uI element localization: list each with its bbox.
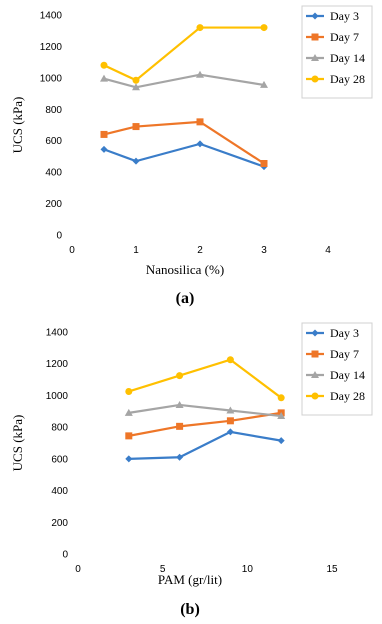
data-point [226, 406, 235, 414]
series-day-14 [100, 70, 268, 91]
x-tick-label: 10 [242, 564, 254, 575]
y-tick-label: 400 [45, 168, 62, 179]
x-tick-label: 3 [261, 245, 267, 256]
series-line [103, 142, 265, 168]
data-point [196, 118, 204, 126]
y-tick-label: 0 [56, 231, 62, 242]
chart-b: 0 200 400 600 800 1000 1200 1400 0 5 10 15 PAM (gr/l… [10, 322, 373, 618]
x-tick-label: 1 [133, 245, 139, 256]
legend-marker [311, 54, 319, 61]
chart-a: 0 200 400 600 800 1000 1200 1400 0 1 2 3 4 Nanosilica… [10, 5, 373, 307]
x-tick-label: 0 [75, 564, 81, 575]
data-point [125, 455, 133, 463]
data-point [260, 24, 268, 32]
legend-label: Day 14 [330, 368, 365, 382]
series-line [128, 430, 282, 460]
data-point [176, 422, 184, 430]
y-axis-label: UCS (kPa) [10, 415, 25, 472]
legend: Day 3 Day 7 Day 14 Day 28 [301, 5, 373, 99]
legend-marker [311, 392, 319, 400]
data-point [132, 83, 140, 91]
y-tick-label: 1200 [46, 359, 69, 370]
y-tick-label: 1400 [46, 328, 69, 339]
legend-label: Day 3 [330, 9, 359, 23]
data-point [196, 140, 204, 148]
data-point [196, 70, 204, 78]
y-tick-label: 800 [45, 105, 62, 116]
legend-label: Day 3 [330, 326, 359, 340]
legend-marker [311, 12, 319, 20]
data-point [226, 356, 234, 364]
y-tick-label: 800 [51, 423, 68, 434]
series-line [103, 26, 264, 82]
y-tick-label: 200 [51, 518, 68, 529]
series-line [103, 73, 265, 89]
data-point [277, 437, 285, 445]
x-tick-label: 4 [325, 245, 331, 256]
data-point [132, 123, 140, 131]
legend-marker [311, 329, 319, 337]
data-point [100, 145, 108, 153]
series-day-14 [124, 400, 286, 420]
x-axis-label: Nanosilica (%) [146, 262, 224, 277]
legend-label: Day 28 [330, 389, 365, 403]
y-tick-label: 1400 [40, 11, 63, 22]
legend-label: Day 7 [330, 30, 359, 44]
y-axis-label: UCS (kPa) [10, 97, 25, 154]
panel-label: (b) [180, 601, 200, 618]
y-tick-label: 1000 [46, 391, 69, 402]
y-tick-label: 600 [51, 454, 68, 465]
series-line [128, 358, 282, 399]
data-point [132, 157, 140, 165]
series-line [128, 403, 282, 418]
data-point [260, 160, 268, 167]
data-point [277, 394, 285, 402]
data-point [226, 417, 234, 425]
x-tick-label: 5 [160, 564, 166, 575]
legend-box [301, 5, 373, 99]
y-tick-label: 600 [45, 136, 62, 147]
data-point [132, 76, 140, 84]
legend: Day 3 Day 7 Day 14 Day 28 [301, 322, 373, 416]
data-point [277, 412, 286, 420]
legend-label: Day 14 [330, 51, 365, 65]
series-day-3 [125, 428, 285, 463]
legend-marker [311, 33, 319, 41]
legend-marker [311, 350, 319, 358]
data-point [260, 80, 268, 88]
data-point [124, 408, 133, 416]
legend-label: Day 28 [330, 72, 365, 86]
data-point [100, 61, 108, 69]
x-tick-label: 2 [197, 245, 203, 256]
legend-label: Day 7 [330, 347, 359, 361]
x-tick-label: 0 [69, 245, 75, 256]
series-day-3 [100, 140, 268, 171]
y-tick-label: 1000 [40, 73, 63, 84]
data-point [125, 387, 133, 395]
data-point [176, 372, 184, 380]
data-point [175, 400, 184, 408]
panel-label: (a) [176, 290, 195, 307]
data-point [125, 432, 133, 440]
legend-box [301, 322, 373, 416]
data-point [226, 428, 234, 436]
y-tick-label: 0 [62, 550, 68, 561]
data-point [100, 74, 108, 82]
y-tick-label: 400 [51, 486, 68, 497]
y-tick-label: 200 [45, 199, 62, 210]
data-point [176, 453, 184, 461]
data-point [100, 130, 108, 138]
y-tick-label: 1200 [40, 42, 63, 53]
legend-marker [311, 371, 319, 378]
series-line [103, 120, 265, 165]
series-day-7 [100, 118, 268, 167]
series-line [128, 411, 282, 437]
x-tick-label: 15 [326, 564, 338, 575]
legend-marker [311, 75, 319, 83]
x-axis-label: PAM (gr/lit) [158, 572, 222, 587]
data-point [196, 24, 204, 32]
series-day-28 [125, 356, 285, 402]
series-day-28 [100, 24, 268, 84]
